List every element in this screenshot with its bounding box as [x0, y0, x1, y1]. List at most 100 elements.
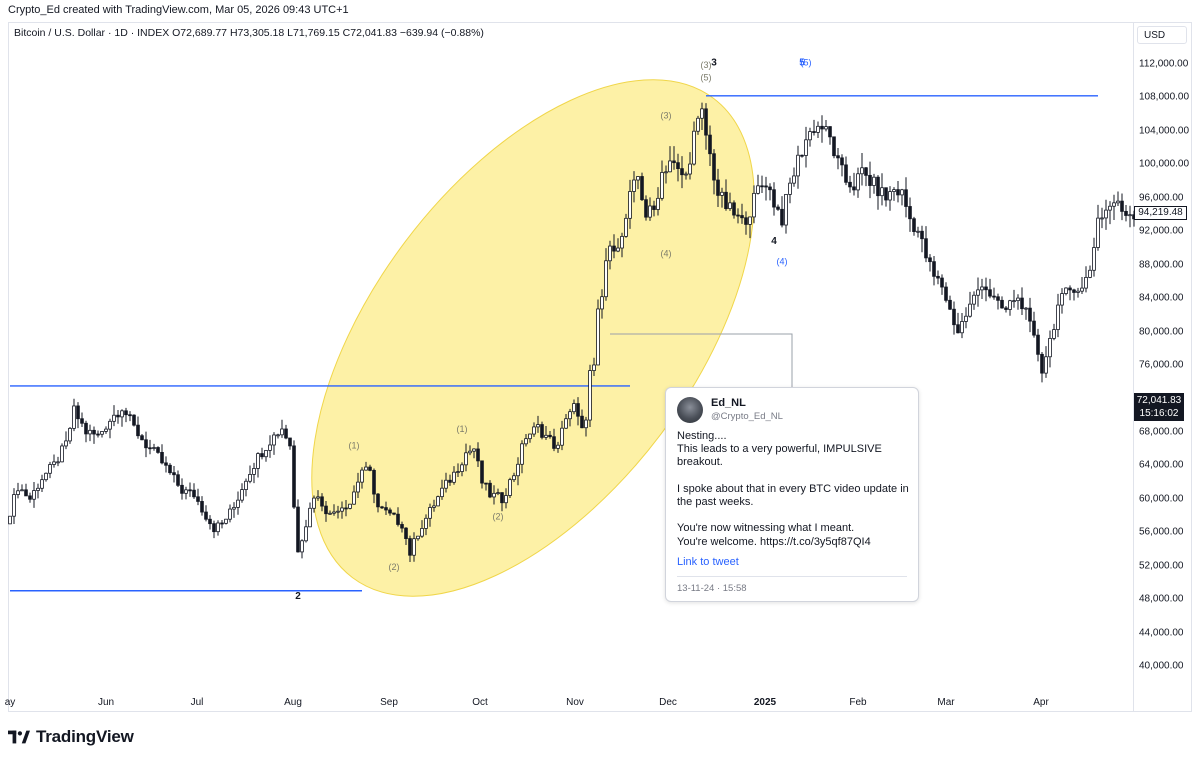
candle — [248, 465, 252, 484]
ohlc-close: C72,041.83 — [342, 27, 397, 39]
candle — [940, 274, 944, 295]
candle — [1056, 293, 1060, 338]
candle — [1092, 237, 1096, 277]
candle — [460, 462, 464, 477]
candle — [100, 431, 104, 438]
candle — [436, 495, 440, 507]
candle — [532, 422, 536, 437]
wave-label: (5) — [701, 73, 712, 83]
candle — [220, 520, 224, 529]
ohlc-high: H73,305.18 — [229, 27, 285, 39]
last-price-label: 72,041.83 15:16:02 — [1134, 393, 1184, 421]
candle — [388, 507, 392, 516]
candle — [80, 412, 84, 428]
candle — [1072, 288, 1076, 301]
candle — [800, 154, 804, 158]
candle — [552, 428, 556, 452]
time-tick-label: Mar — [937, 697, 955, 708]
candle — [148, 439, 152, 455]
candle — [784, 193, 788, 234]
candle — [120, 409, 124, 427]
candle — [508, 477, 512, 499]
candle — [652, 200, 656, 217]
candle — [708, 125, 712, 166]
candle — [72, 398, 76, 432]
candle — [184, 486, 188, 500]
candle — [660, 160, 664, 201]
tradingview-brand[interactable]: TradingView — [8, 727, 134, 747]
candle — [1020, 287, 1024, 315]
wave-label: (1) — [349, 441, 360, 451]
candle — [860, 152, 864, 186]
candle — [1124, 204, 1128, 222]
time-tick-label: Jul — [190, 697, 204, 708]
candle — [796, 145, 800, 189]
candle — [128, 411, 132, 422]
candle — [592, 357, 596, 377]
wave-label: (1) — [457, 424, 468, 434]
candle — [36, 483, 40, 499]
candle — [804, 126, 808, 168]
candle — [448, 474, 452, 486]
candle — [16, 482, 20, 499]
candle — [920, 225, 924, 253]
candle — [12, 488, 16, 525]
candle — [624, 213, 628, 238]
candle — [252, 462, 256, 484]
candle — [724, 179, 728, 211]
tweet-author-name: Ed_NL — [711, 397, 746, 409]
candle — [668, 146, 672, 173]
candle — [60, 443, 64, 463]
candle — [596, 299, 600, 366]
candle — [672, 146, 676, 170]
candle — [48, 461, 52, 479]
time-tick-label: Sep — [380, 697, 398, 708]
candle — [132, 414, 136, 427]
link-to-tweet[interactable]: Link to tweet — [677, 556, 739, 568]
candle — [164, 456, 168, 473]
candle — [472, 448, 476, 459]
wave-label: (4) — [777, 257, 788, 267]
candle — [528, 433, 532, 443]
candle — [180, 478, 184, 500]
candle — [216, 520, 220, 536]
candle — [996, 293, 1000, 310]
candle — [756, 174, 760, 195]
candle — [548, 431, 552, 439]
symbol-name[interactable]: Bitcoin / U.S. Dollar · 1D · INDEX — [14, 27, 170, 39]
bar-countdown: 15:16:02 — [1139, 408, 1179, 419]
candle — [500, 492, 504, 512]
candle — [944, 282, 948, 303]
candle — [1084, 266, 1088, 293]
candle — [376, 492, 380, 513]
candle — [288, 437, 292, 450]
candle — [556, 441, 560, 453]
candle — [188, 482, 192, 497]
candle — [916, 226, 920, 238]
candle — [1104, 199, 1108, 230]
candle — [856, 167, 860, 198]
candle — [1016, 294, 1020, 310]
candle — [404, 527, 408, 545]
tweet-divider — [677, 576, 907, 577]
candle — [260, 447, 264, 460]
currency-selector[interactable]: USD — [1137, 26, 1187, 44]
wave-label: 5 — [799, 58, 805, 69]
candle — [824, 119, 828, 132]
candle — [512, 472, 516, 482]
candle — [196, 488, 200, 506]
candle — [244, 478, 248, 497]
candle — [1120, 193, 1124, 221]
wave-label: (2) — [493, 512, 504, 522]
candle — [496, 488, 500, 496]
candle — [844, 156, 848, 186]
wave-label: (4) — [661, 248, 672, 258]
candle — [228, 504, 232, 523]
candle — [516, 457, 520, 486]
price-tick-label: 56,000.00 — [1139, 526, 1184, 538]
candle — [432, 499, 436, 512]
ohlc-low: L71,769.15 — [287, 27, 340, 39]
embedded-tweet[interactable]: Ed_NL @Crypto_Ed_NL Nesting.... This lea… — [665, 387, 919, 602]
candle — [1080, 276, 1084, 295]
